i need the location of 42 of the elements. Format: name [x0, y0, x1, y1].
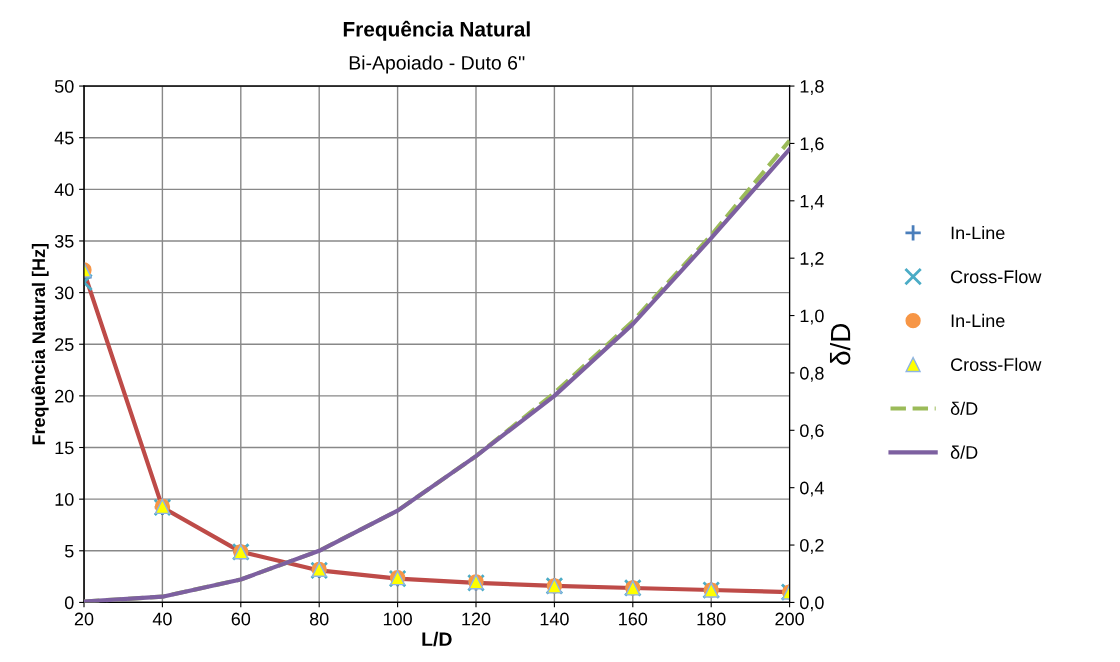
y-tick-label: 20: [55, 389, 74, 403]
y2-axis-title: δ/D: [829, 323, 851, 365]
y2-tick-label: 1,4: [800, 194, 824, 210]
legend-label: δ/D: [950, 445, 978, 459]
y-tick-label: 35: [54, 234, 74, 248]
x-tick-label: 120: [462, 612, 491, 626]
legend-label: Cross-Flow: [951, 269, 1042, 284]
y-tick-label: 25: [55, 338, 74, 351]
y-tick-label: 15: [55, 441, 74, 455]
y-axis-title: Frequência Natural [Hz]: [31, 243, 49, 445]
x-tick-label: 100: [383, 612, 412, 626]
legend-label: δ/D: [950, 401, 978, 415]
x-tick-label: 80: [309, 612, 329, 626]
y2-tick-label: 1,0: [800, 309, 824, 325]
y-tick-label: 0: [64, 596, 74, 610]
y-tick-label: 5: [64, 544, 74, 558]
chart-title: Frequência Natural: [343, 20, 530, 41]
y2-tick-label: 0,2: [800, 538, 824, 554]
x-tick-label: 160: [619, 612, 648, 626]
x-axis-title: L/D: [422, 631, 452, 647]
y2-tick-label: 0,6: [800, 424, 824, 440]
y-tick-label: 45: [54, 131, 74, 145]
y2-tick-label: 0,0: [800, 596, 824, 612]
y2-tick-label: 1,8: [800, 79, 824, 95]
x-tick-label: 40: [152, 612, 172, 626]
y-tick-label: 50: [54, 79, 74, 93]
y-tick-label: 40: [54, 183, 74, 197]
x-tick-label: 140: [540, 612, 569, 626]
x-tick-label: 60: [231, 612, 251, 626]
y2-tick-label: 0,8: [800, 366, 824, 382]
y-tick-label: 30: [54, 286, 74, 300]
x-tick-label: 20: [74, 612, 94, 626]
y-tick-label: 10: [55, 493, 74, 506]
legend-label: In-Line: [951, 226, 1005, 240]
y2-tick-label: 0,4: [800, 481, 824, 497]
x-tick-label: 180: [697, 612, 726, 626]
chart-subtitle: Bi-Apoiado - Duto 6'': [349, 55, 525, 74]
y2-tick-label: 1,6: [800, 137, 824, 153]
legend-label: In-Line: [951, 313, 1005, 328]
x-tick-label: 200: [775, 612, 804, 626]
y2-tick-label: 1,2: [800, 252, 824, 268]
legend-label: Cross-Flow: [951, 357, 1042, 372]
